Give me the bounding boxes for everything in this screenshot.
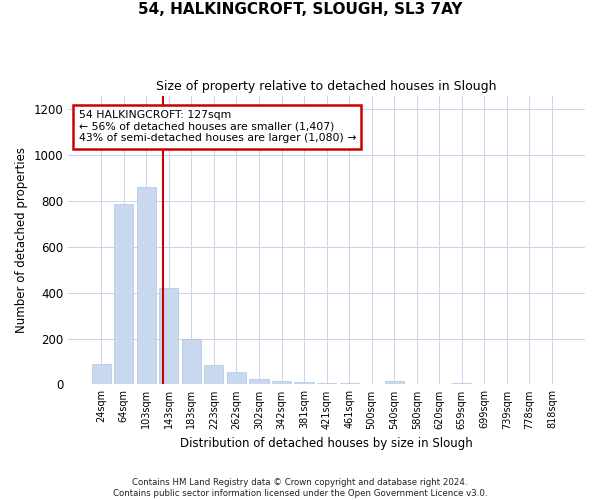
Bar xyxy=(137,188,156,384)
Bar xyxy=(92,364,111,384)
X-axis label: Distribution of detached houses by size in Slough: Distribution of detached houses by size … xyxy=(180,437,473,450)
Bar xyxy=(385,381,404,384)
Text: Contains HM Land Registry data © Crown copyright and database right 2024.
Contai: Contains HM Land Registry data © Crown c… xyxy=(113,478,487,498)
Title: Size of property relative to detached houses in Slough: Size of property relative to detached ho… xyxy=(157,80,497,93)
Bar xyxy=(205,365,223,384)
Bar xyxy=(159,288,178,384)
Bar xyxy=(227,372,246,384)
Bar xyxy=(250,378,269,384)
Bar xyxy=(182,338,201,384)
Text: 54 HALKINGCROFT: 127sqm
← 56% of detached houses are smaller (1,407)
43% of semi: 54 HALKINGCROFT: 127sqm ← 56% of detache… xyxy=(79,110,356,143)
Bar xyxy=(272,381,291,384)
Bar xyxy=(114,204,133,384)
Text: 54, HALKINGCROFT, SLOUGH, SL3 7AY: 54, HALKINGCROFT, SLOUGH, SL3 7AY xyxy=(138,2,462,18)
Bar xyxy=(295,382,314,384)
Y-axis label: Number of detached properties: Number of detached properties xyxy=(15,147,28,333)
